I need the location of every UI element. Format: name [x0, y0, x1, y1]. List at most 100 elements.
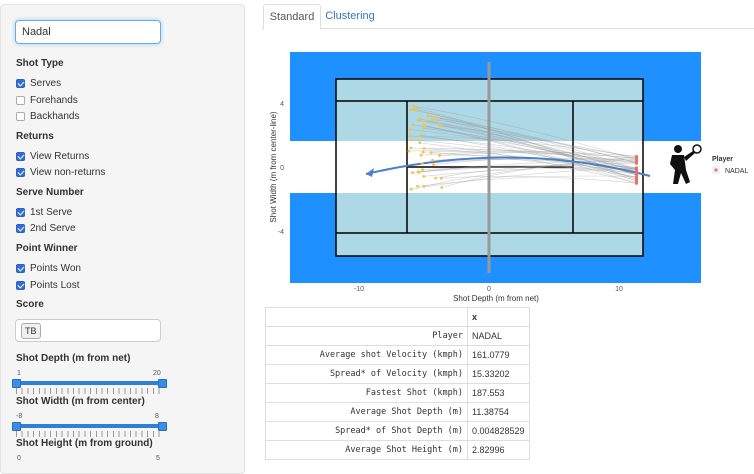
- trajectory-line: [428, 115, 637, 170]
- forehands-checkbox[interactable]: Forehands: [16, 95, 78, 106]
- height-min: 0: [17, 455, 21, 462]
- ball-point: [409, 187, 413, 191]
- checked-icon: [16, 79, 25, 88]
- serve-point: [635, 175, 638, 178]
- trajectory-line: [423, 159, 637, 187]
- player-search-input[interactable]: [15, 20, 161, 44]
- trajectory-line: [424, 125, 637, 182]
- tab-standard[interactable]: Standard: [263, 4, 321, 30]
- tabs-border: [262, 28, 754, 29]
- trajectory-line: [419, 135, 637, 157]
- backhands-checkbox[interactable]: Backhands: [16, 111, 79, 122]
- ball-point: [430, 117, 434, 121]
- trajectory-line: [420, 151, 637, 157]
- trajectory-line: [423, 151, 637, 162]
- ball-point: [429, 151, 433, 154]
- legend-title: Player: [712, 156, 733, 163]
- trajectory-line: [439, 152, 637, 159]
- trajectory-line: [412, 166, 637, 173]
- trajectory-line: [409, 129, 637, 171]
- stats-table: x Player NADAL Average shot Velocity (kmp…: [265, 307, 530, 460]
- column-header: x: [467, 307, 530, 327]
- trajectory-line: [413, 105, 637, 161]
- serve-number-heading: Serve Number: [16, 187, 84, 198]
- ball-point: [411, 123, 415, 127]
- width-slider-ticks: [16, 431, 162, 437]
- serve-point: [635, 157, 638, 160]
- trajectory-line: [411, 168, 637, 190]
- first-serve-checkbox[interactable]: 1st Serve: [16, 207, 72, 218]
- checked-icon: [16, 208, 25, 217]
- depth-slider-min-handle[interactable]: [12, 379, 21, 388]
- tab-clustering[interactable]: Clustering: [325, 10, 375, 22]
- depth-slider-max-handle[interactable]: [158, 379, 167, 388]
- trajectory-line: [423, 127, 637, 169]
- score-tag[interactable]: TB: [21, 323, 41, 339]
- score-select[interactable]: TB: [15, 319, 161, 342]
- points-won-checkbox[interactable]: Points Won: [16, 263, 81, 274]
- view-returns-checkbox[interactable]: View Returns: [16, 151, 89, 162]
- x-tick-label: -10: [354, 286, 364, 293]
- ball-point: [440, 176, 443, 180]
- trajectory-line: [417, 175, 637, 187]
- second-serve-checkbox[interactable]: 2nd Serve: [16, 223, 76, 234]
- serve-point: [635, 162, 638, 165]
- depth-slider-label: Shot Depth (m from net): [16, 353, 131, 364]
- ball-point: [407, 149, 411, 153]
- trajectory-line: [441, 157, 637, 188]
- trajectory-line: [419, 118, 637, 172]
- x-axis: -10 0 10: [354, 286, 623, 293]
- depth-max: 20: [153, 370, 161, 377]
- width-slider-max-handle[interactable]: [158, 422, 167, 431]
- trajectory-line: [420, 135, 637, 178]
- width-slider-min-handle[interactable]: [12, 422, 21, 431]
- ball-point: [432, 163, 435, 166]
- serves-checkbox[interactable]: Serves: [16, 78, 61, 89]
- width-slider-track[interactable]: [16, 424, 162, 428]
- trajectory-line: [423, 148, 637, 164]
- trajectory-line: [417, 107, 637, 182]
- trajectory-line: [423, 125, 637, 184]
- serve-point: [635, 170, 638, 173]
- ball-point: [423, 124, 427, 128]
- points-lost-checkbox[interactable]: Points Lost: [16, 280, 79, 291]
- player-silhouette-icon: [670, 144, 702, 184]
- view-non-returns-checkbox[interactable]: View non-returns: [16, 167, 105, 178]
- trajectory-line: [418, 161, 637, 173]
- serve-point: [635, 161, 638, 164]
- x-tick-label: 10: [615, 286, 623, 293]
- ball-point: [408, 134, 412, 138]
- ball-point: [422, 126, 426, 130]
- y-axis-title: Shot Width (m from center-line): [269, 111, 278, 222]
- trajectory-line: [432, 119, 637, 163]
- width-min: -8: [16, 413, 23, 420]
- ball-point: [409, 108, 413, 112]
- y-tick-label: 0: [280, 165, 284, 172]
- point-winner-heading: Point Winner: [16, 243, 78, 254]
- ball-point: [411, 171, 414, 175]
- ball-point: [418, 117, 422, 121]
- ball-point: [434, 176, 437, 180]
- depth-slider-ticks: [16, 388, 162, 394]
- ball-point: [431, 158, 434, 162]
- table-row: Average Shot Height (m) 2.82996: [265, 440, 530, 460]
- serve-point: [635, 178, 638, 181]
- ball-point: [438, 153, 441, 157]
- shot-plot: 4 0 -4 -10 0 10 Shot Depth (m from net) …: [269, 52, 748, 303]
- width-slider-label: Shot Width (m from center): [16, 396, 145, 407]
- serve-point: [635, 182, 638, 185]
- ball-point: [418, 134, 422, 138]
- score-heading: Score: [16, 299, 44, 310]
- trajectory-line: [435, 163, 637, 179]
- serve-point: [635, 155, 638, 158]
- height-slider-label: Shot Height (m from ground): [16, 438, 153, 449]
- depth-slider-track[interactable]: [16, 381, 162, 385]
- ball-point: [437, 116, 440, 120]
- table-row: Average shot Velocity (kmph) 161.0779: [265, 345, 530, 365]
- filter-sidebar: [0, 4, 245, 474]
- ball-point: [412, 104, 416, 108]
- ball-point: [422, 175, 426, 178]
- y-tick-label: -4: [278, 229, 284, 236]
- serve-point: [635, 172, 638, 175]
- ball-point: [437, 123, 441, 127]
